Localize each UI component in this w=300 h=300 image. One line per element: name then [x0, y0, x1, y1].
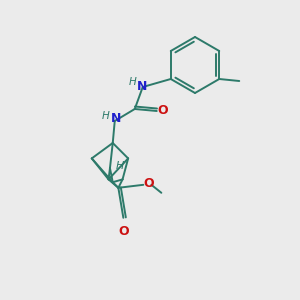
Text: H: H — [102, 111, 110, 121]
Text: H: H — [116, 161, 124, 171]
Text: O: O — [118, 225, 129, 238]
Text: H: H — [129, 77, 136, 87]
Text: N: N — [136, 80, 147, 92]
Text: O: O — [143, 177, 154, 190]
Text: N: N — [111, 112, 121, 124]
Text: O: O — [158, 104, 168, 118]
